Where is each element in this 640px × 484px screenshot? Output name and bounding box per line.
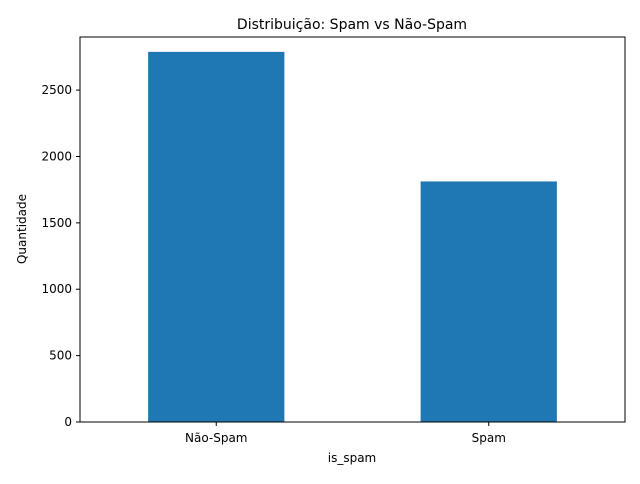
y-tick-label-2: 1000 <box>41 282 72 296</box>
plot-area-frame <box>79 36 626 423</box>
x-tick-label-0: Não-Spam <box>185 431 248 445</box>
y-tick-label-1: 500 <box>49 349 72 363</box>
y-tick-label-5: 2500 <box>41 83 72 97</box>
y-tick-label-4: 2000 <box>41 149 72 163</box>
chart-title: Distribuição: Spam vs Não-Spam <box>237 17 467 33</box>
y-axis-ticks: 0 500 1000 1500 2000 2500 <box>41 83 80 429</box>
x-axis-label: is_spam <box>328 451 377 465</box>
x-axis-ticks: Não-Spam Spam <box>185 422 506 445</box>
x-tick-label-1: Spam <box>472 431 506 445</box>
bar-0 <box>148 51 285 423</box>
bar-1 <box>420 181 557 422</box>
y-tick-label-0: 0 <box>64 415 72 429</box>
bars-layer <box>148 51 557 423</box>
y-tick-label-3: 1500 <box>41 216 72 230</box>
y-axis-label: Quantidade <box>15 194 29 264</box>
